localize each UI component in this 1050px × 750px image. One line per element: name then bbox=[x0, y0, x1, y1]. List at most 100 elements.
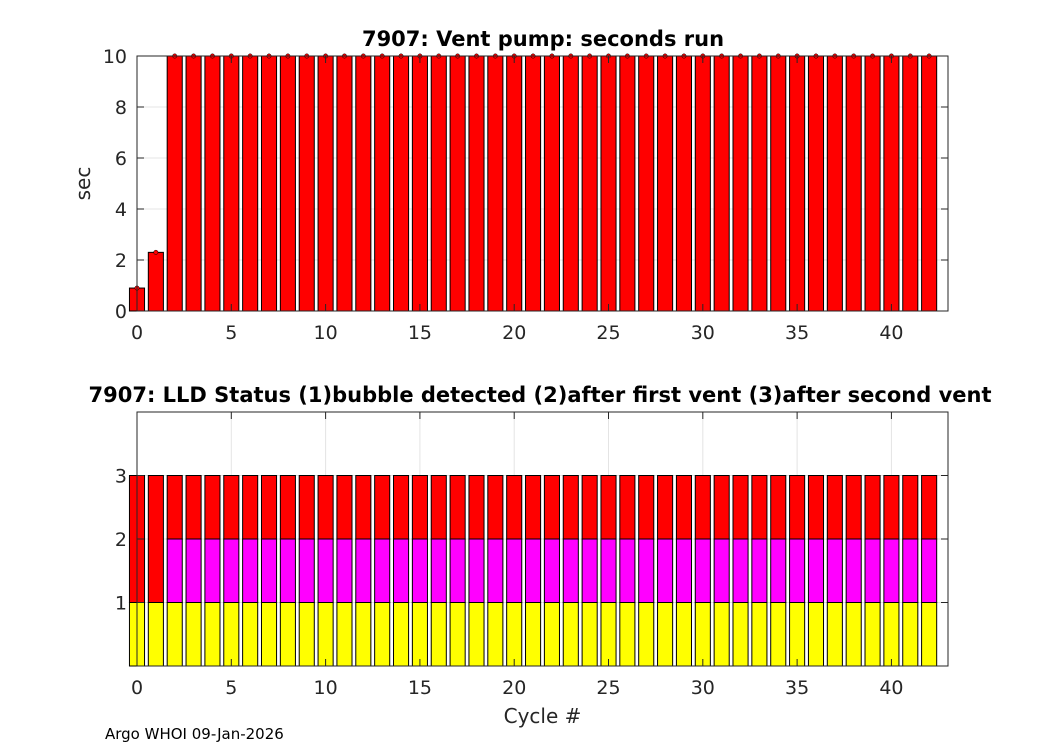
bar-segment bbox=[732, 475, 749, 540]
bar-segment bbox=[902, 538, 919, 603]
bar-segment bbox=[619, 538, 636, 603]
bar-segment bbox=[506, 602, 523, 667]
bar-segment bbox=[449, 538, 466, 603]
x-tick-label: 20 bbox=[502, 322, 526, 344]
bar-segment bbox=[166, 475, 183, 540]
bar-segment bbox=[657, 538, 674, 603]
bar-segment bbox=[336, 538, 353, 603]
bar-segment bbox=[807, 475, 825, 540]
y-tick-label: 0 bbox=[115, 301, 127, 323]
bar-segment bbox=[355, 475, 372, 540]
bar-segment bbox=[657, 475, 674, 540]
y-tick-label: 6 bbox=[115, 148, 127, 170]
bar bbox=[562, 55, 579, 312]
bar-segment bbox=[921, 538, 938, 603]
bar bbox=[770, 55, 787, 312]
bar-segment bbox=[260, 602, 278, 667]
bar-segment bbox=[789, 538, 806, 603]
y-tick-label: 4 bbox=[115, 199, 127, 221]
bar-segment bbox=[751, 538, 768, 603]
bar-segment bbox=[581, 538, 598, 603]
bar-segment bbox=[279, 602, 296, 667]
chart-1: 0 5 10 15 20 25 30 35 40 0 2 4 6 8 10 7907: Vent pump: … bbox=[71, 27, 949, 344]
bar-segment bbox=[393, 602, 410, 667]
bar-segment bbox=[562, 538, 579, 603]
bar-segment bbox=[525, 538, 542, 603]
bar-segment bbox=[845, 475, 862, 540]
bar-segment bbox=[694, 602, 711, 667]
bar-marker bbox=[153, 249, 159, 255]
bar bbox=[902, 55, 919, 312]
bar-segment bbox=[506, 538, 523, 603]
bar-segment bbox=[430, 475, 447, 540]
bar-segment bbox=[921, 602, 938, 667]
bar-segment bbox=[185, 538, 202, 603]
bar-segment bbox=[657, 602, 674, 667]
bar bbox=[638, 55, 655, 312]
bar bbox=[204, 55, 221, 312]
bar-segment bbox=[525, 475, 542, 540]
bar bbox=[449, 55, 466, 312]
bar-segment bbox=[355, 602, 372, 667]
bar-segment bbox=[864, 602, 881, 667]
x-tick-label: 30 bbox=[691, 322, 715, 344]
bar-segment bbox=[430, 538, 447, 603]
bar-segment bbox=[525, 602, 542, 667]
footer-credit: Argo WHOI 09-Jan-2026 bbox=[105, 725, 284, 743]
x-tick-label: 0 bbox=[131, 677, 143, 699]
bar bbox=[223, 55, 240, 312]
bar-segment bbox=[204, 475, 221, 540]
bar bbox=[355, 55, 372, 312]
bar-segment bbox=[619, 475, 636, 540]
bar bbox=[883, 55, 900, 312]
bar bbox=[751, 55, 768, 312]
bar-segment bbox=[298, 538, 315, 603]
x-tick-label: 5 bbox=[225, 322, 237, 344]
y-tick-label: 2 bbox=[115, 529, 127, 551]
bar-segment bbox=[675, 475, 692, 540]
bar-segment bbox=[845, 538, 862, 603]
bar-segment bbox=[562, 475, 579, 540]
bar-segment bbox=[543, 475, 560, 540]
bar-segment bbox=[826, 475, 843, 540]
bar bbox=[166, 55, 183, 312]
bar bbox=[581, 55, 598, 312]
bar bbox=[921, 55, 938, 312]
bar-segment bbox=[260, 475, 278, 540]
y-axis-label: sec bbox=[71, 167, 95, 201]
bar-segment bbox=[789, 475, 806, 540]
bar bbox=[336, 55, 353, 312]
bar-segment bbox=[147, 475, 164, 603]
bar-segment bbox=[600, 475, 617, 540]
x-tick-label: 0 bbox=[131, 322, 143, 344]
bar-segment bbox=[883, 475, 900, 540]
bar bbox=[619, 55, 636, 312]
bar-segment bbox=[393, 475, 410, 540]
bar-segment bbox=[562, 602, 579, 667]
bar-segment bbox=[826, 538, 843, 603]
bar-segment bbox=[581, 475, 598, 540]
bar bbox=[732, 55, 749, 312]
y-tick-label: 2 bbox=[115, 250, 127, 272]
bar-segment bbox=[675, 538, 692, 603]
bar-segment bbox=[468, 602, 485, 667]
bar-segment bbox=[713, 538, 730, 603]
bar-segment bbox=[242, 602, 259, 667]
bar bbox=[826, 55, 843, 312]
x-tick-label: 25 bbox=[596, 322, 620, 344]
bar-segment bbox=[770, 602, 787, 667]
bar-segment bbox=[374, 538, 391, 603]
bar-segment bbox=[713, 475, 730, 540]
bar-segment bbox=[185, 602, 202, 667]
bar bbox=[147, 251, 164, 312]
bar-segment bbox=[902, 475, 919, 540]
bar-segment bbox=[883, 538, 900, 603]
bar bbox=[260, 55, 278, 312]
bar-segment bbox=[864, 475, 881, 540]
bar-segment bbox=[732, 538, 749, 603]
bar-segment bbox=[694, 475, 711, 540]
bar-segment bbox=[147, 602, 164, 667]
x-tick-label: 15 bbox=[408, 322, 432, 344]
bar bbox=[487, 55, 504, 312]
